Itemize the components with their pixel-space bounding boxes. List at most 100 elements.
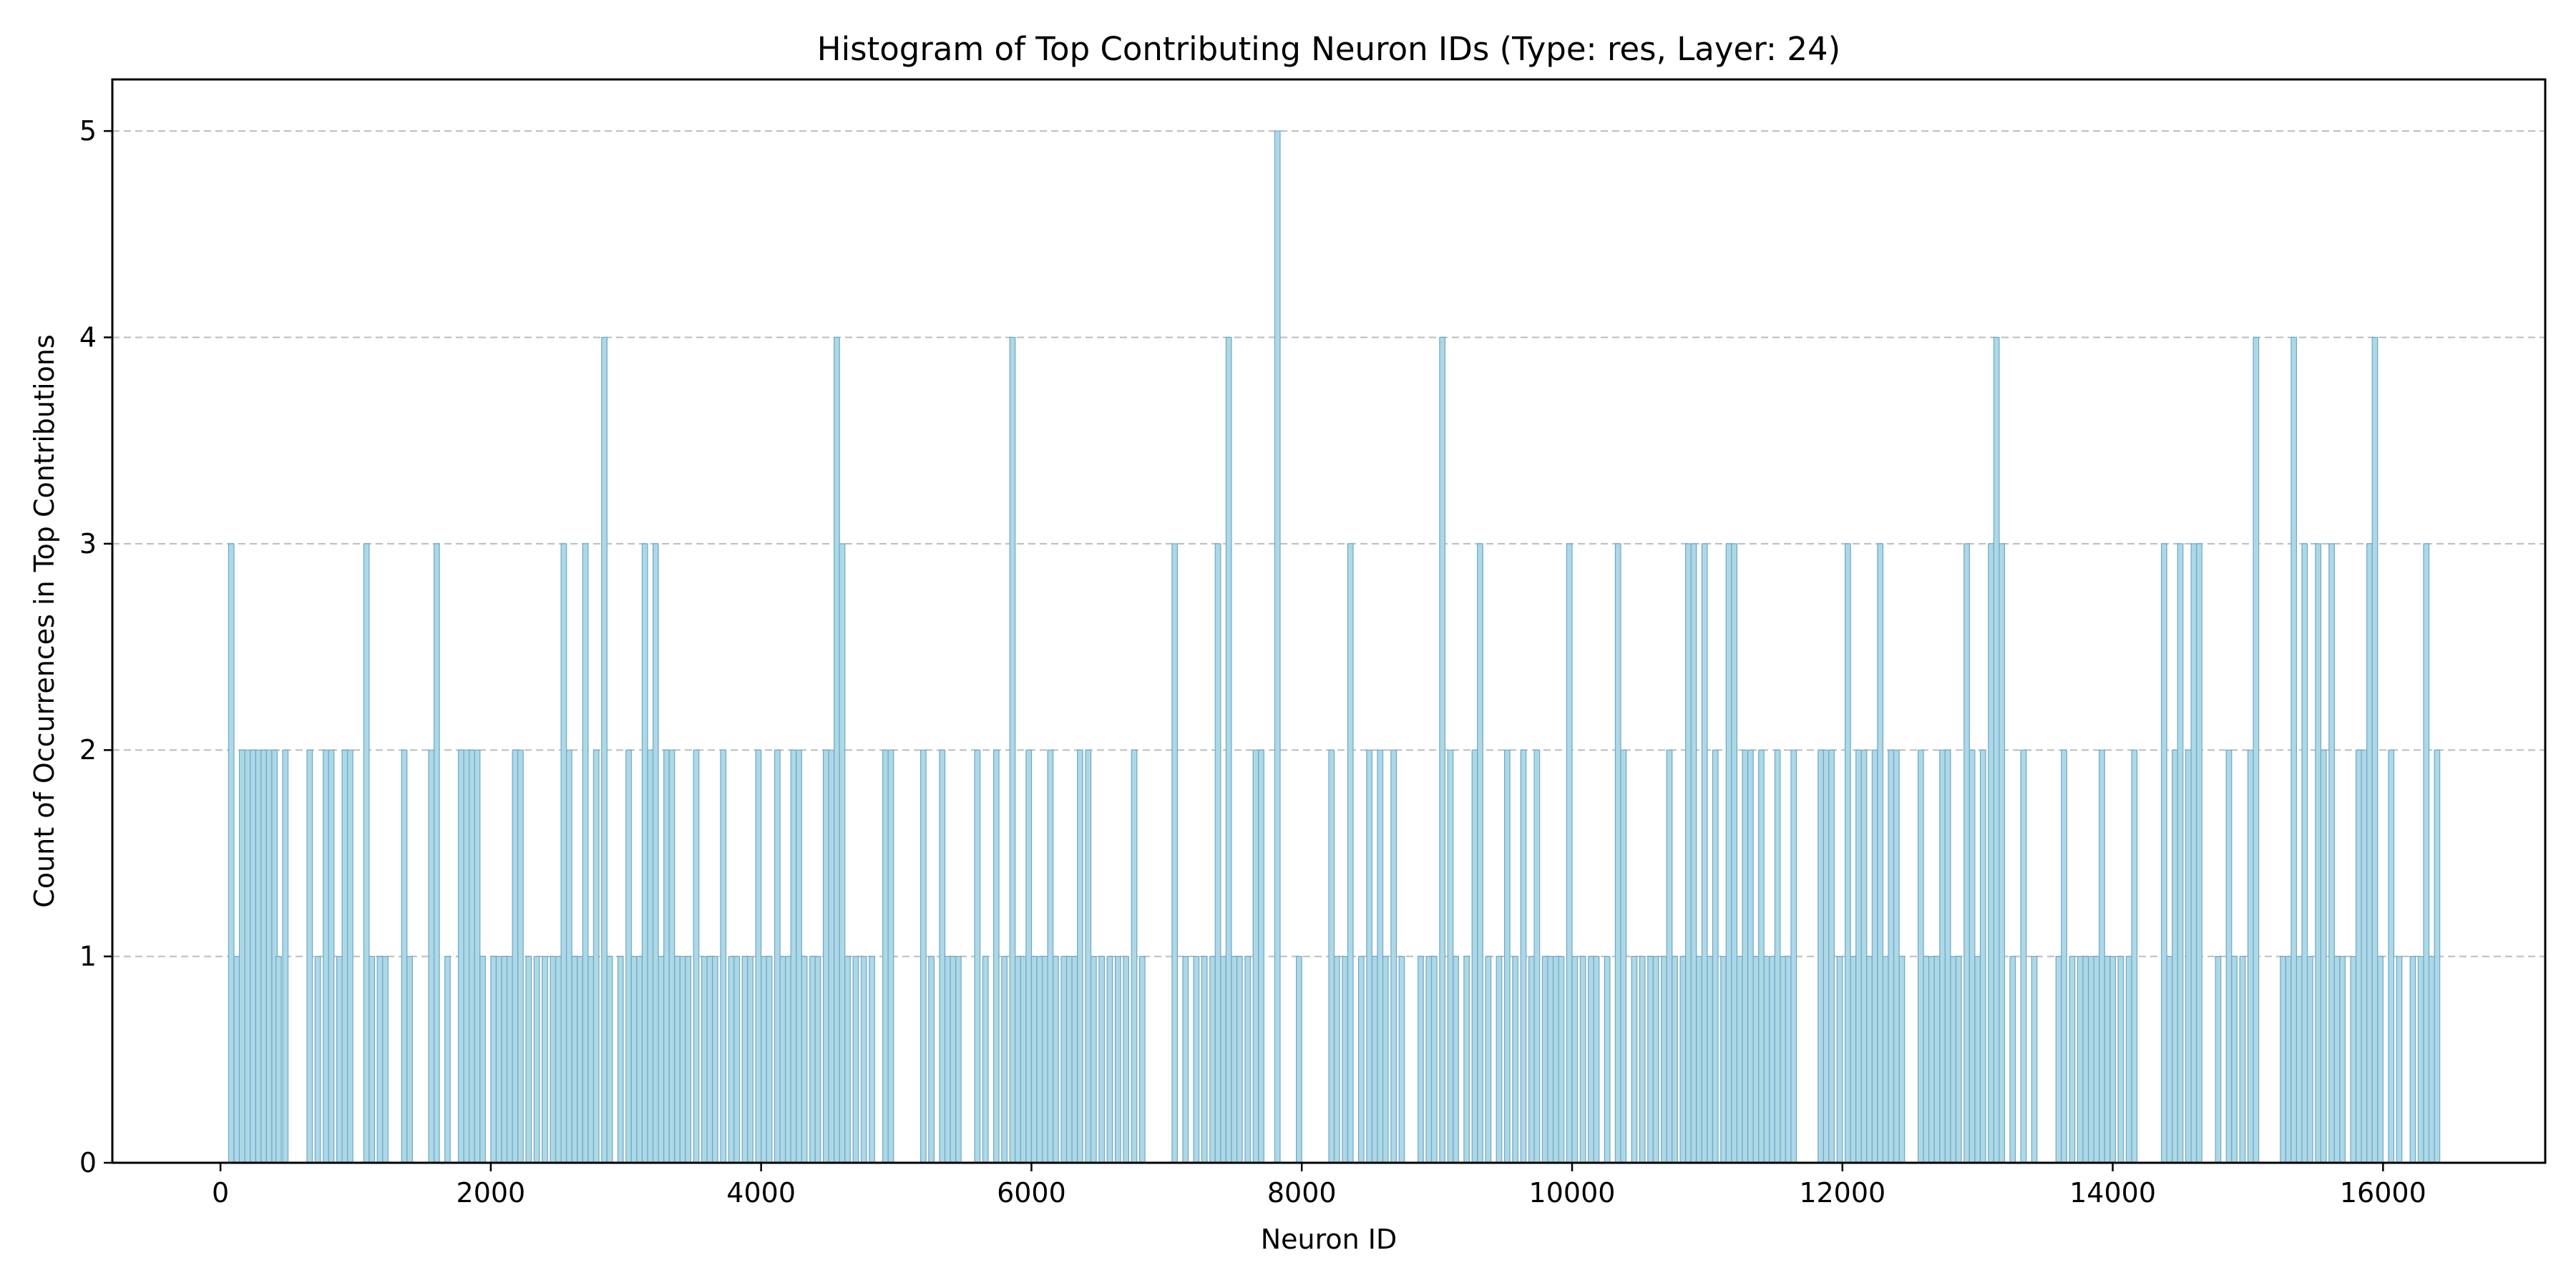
histogram-bar	[1041, 956, 1048, 1163]
histogram-bar	[974, 749, 981, 1163]
histogram-bar	[1258, 749, 1264, 1163]
histogram-bar	[2225, 749, 2233, 1163]
histogram-bar	[275, 956, 282, 1163]
histogram-bar	[809, 956, 816, 1163]
histogram-bar	[1752, 956, 1760, 1163]
histogram-bar	[625, 749, 632, 1163]
histogram-bar	[2160, 543, 2167, 1163]
histogram-bar	[1106, 956, 1113, 1163]
histogram-bar	[1917, 749, 1924, 1163]
histogram-bar	[2396, 956, 2403, 1163]
histogram-bar	[555, 956, 562, 1163]
histogram-bar	[779, 956, 786, 1163]
histogram-bar	[1898, 956, 1906, 1163]
histogram-bar	[2423, 543, 2430, 1163]
histogram-bar	[1390, 749, 1397, 1163]
histogram-bar	[1020, 956, 1027, 1163]
histogram-bar	[1377, 749, 1384, 1163]
histogram-bar	[1496, 956, 1503, 1163]
histogram-bar	[992, 749, 1000, 1163]
x-tick-label: 12000	[1799, 1177, 1885, 1209]
histogram-bar	[1236, 956, 1243, 1163]
histogram-bar	[2177, 543, 2184, 1163]
histogram-bar	[1477, 543, 1483, 1163]
histogram-bar	[728, 956, 735, 1163]
histogram-bar	[1485, 956, 1492, 1163]
histogram-bar	[2296, 956, 2303, 1163]
histogram-bar	[1742, 749, 1749, 1163]
histogram-bar	[566, 749, 572, 1163]
histogram-bar	[1979, 749, 1986, 1163]
histogram-bar	[1672, 956, 1678, 1163]
histogram-bar	[495, 956, 502, 1163]
histogram-bar	[2434, 749, 2441, 1163]
histogram-bar	[1620, 749, 1627, 1163]
histogram-bar	[950, 956, 957, 1163]
histogram-bar	[606, 956, 613, 1163]
histogram-bar	[2253, 336, 2260, 1163]
histogram-bar	[2020, 749, 2027, 1163]
histogram-bar	[1823, 749, 1830, 1163]
histogram-bar	[1712, 749, 1719, 1163]
histogram-bar	[944, 956, 951, 1163]
histogram-bar	[1503, 749, 1511, 1163]
histogram-bar	[1774, 749, 1781, 1163]
histogram-bar	[457, 749, 464, 1163]
histogram-bar	[685, 956, 692, 1163]
histogram-bar	[506, 956, 513, 1163]
histogram-bar	[761, 956, 767, 1163]
histogram-bar	[238, 749, 245, 1163]
histogram-bar	[2185, 749, 2192, 1163]
histogram-bar	[2377, 956, 2384, 1163]
histogram-bar	[2061, 749, 2067, 1163]
histogram-bar	[406, 956, 413, 1163]
histogram-bar	[1661, 956, 1667, 1163]
histogram-bar	[1707, 956, 1714, 1163]
histogram-bar	[250, 749, 256, 1163]
histogram-bar	[1631, 956, 1638, 1163]
histogram-bar	[1888, 749, 1895, 1163]
histogram-bar	[2196, 543, 2202, 1163]
histogram-bar	[2290, 336, 2298, 1163]
histogram-bar	[755, 749, 762, 1163]
histogram-bar	[1209, 956, 1216, 1163]
histogram-bar	[2301, 543, 2308, 1163]
y-axis-ticks: 0 1 2 3 4 5	[79, 115, 112, 1179]
histogram-bar	[1639, 956, 1646, 1163]
histogram-bar	[1844, 543, 1851, 1163]
histogram-bar	[1015, 956, 1021, 1163]
histogram-bar	[2247, 749, 2254, 1163]
histogram-bar	[2417, 956, 2424, 1163]
histogram-bar	[2409, 956, 2416, 1163]
histogram-bar	[982, 956, 989, 1163]
histogram-bar	[828, 749, 835, 1163]
histogram-bar	[244, 749, 251, 1163]
histogram-bar	[260, 749, 267, 1163]
histogram-bar	[501, 956, 508, 1163]
histogram-bar	[525, 956, 532, 1163]
histogram-bar	[1541, 956, 1548, 1163]
histogram-bar	[233, 956, 240, 1163]
histogram-bar	[1571, 956, 1579, 1163]
histogram-bar	[860, 956, 867, 1163]
histogram-bar	[785, 956, 791, 1163]
histogram-bar	[701, 956, 708, 1163]
histogram-bar	[2328, 543, 2335, 1163]
histogram-bar	[1552, 956, 1559, 1163]
histogram-bar	[1418, 956, 1424, 1163]
histogram-bar	[1347, 543, 1354, 1163]
histogram-bar	[1769, 956, 1775, 1163]
histogram-bar	[1453, 956, 1459, 1163]
histogram-bar	[2280, 956, 2286, 1163]
histogram-bar	[1701, 543, 1708, 1163]
histogram-bar	[1928, 956, 1935, 1163]
histogram-bar	[2031, 956, 2038, 1163]
histogram-bar	[630, 956, 638, 1163]
histogram-bar	[869, 956, 875, 1163]
histogram-bar	[2087, 956, 2094, 1163]
histogram-bar	[2231, 956, 2238, 1163]
histogram-bar	[839, 543, 846, 1163]
histogram-bar	[2315, 543, 2322, 1163]
histogram-bar	[1439, 336, 1446, 1163]
